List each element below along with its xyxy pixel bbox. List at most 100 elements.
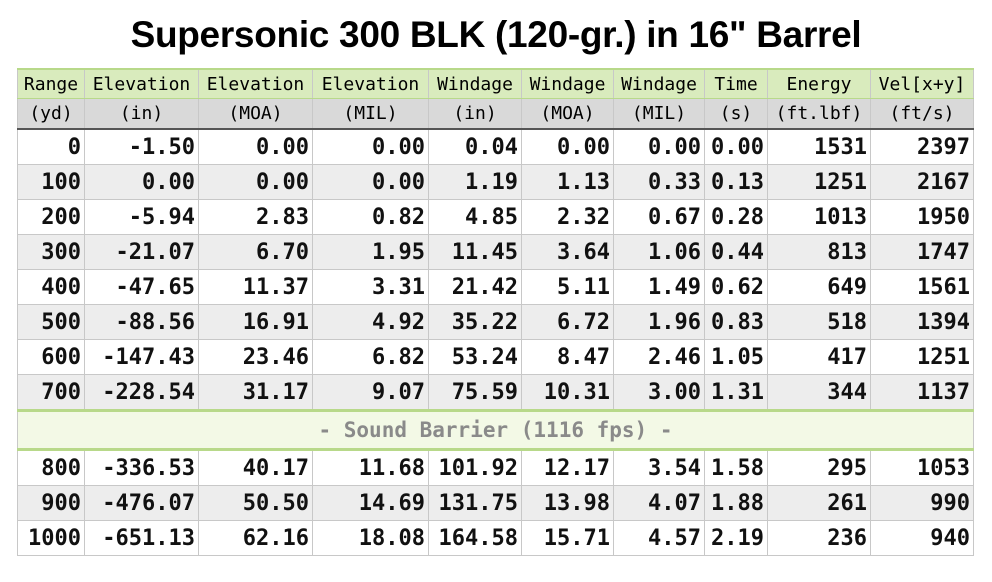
table-cell: 1251: [767, 164, 871, 200]
table-cell: -228.54: [84, 374, 199, 411]
table-cell: 2.32: [521, 199, 614, 235]
table-cell: -476.07: [84, 485, 199, 521]
table-cell: 1251: [870, 339, 974, 375]
table-cell: 5.11: [521, 269, 614, 305]
table-cell: 40.17: [198, 449, 313, 486]
table-row: 400 -47.65 11.37 3.31 21.42 5.11 1.49 0.62 649 15…: [17, 269, 974, 305]
table-cell: 0.00: [312, 128, 429, 165]
table-row: 0 -1.50 0.00 0.00 0.04 0.00 0.00 0.00 1531 2397: [17, 128, 974, 165]
table-cell: -1.50: [84, 128, 199, 165]
table-cell: 200: [17, 199, 85, 235]
table-cell: 1053: [870, 449, 974, 486]
table-cell: 0.04: [428, 128, 522, 165]
table-cell: 1.06: [613, 234, 705, 270]
column-header: Time: [704, 68, 768, 99]
table-cell: 3.31: [312, 269, 429, 305]
table-cell: 16.91: [198, 304, 313, 340]
column-header: Windage: [521, 68, 614, 99]
table-cell: 4.85: [428, 199, 522, 235]
table-cell: 0.00: [704, 128, 768, 165]
table-cell: 400: [17, 269, 85, 305]
table-row: 900 -476.07 50.50 14.69 131.75 13.98 4.07 1.88 2…: [17, 485, 974, 521]
table-cell: 1394: [870, 304, 974, 340]
table-row: 100 0.00 0.00 0.00 1.19 1.13 0.33 0.13 1251 2167: [17, 164, 974, 200]
table-cell: 1747: [870, 234, 974, 270]
table-cell: 9.07: [312, 374, 429, 411]
table-cell: 6.70: [198, 234, 313, 270]
table-cell: 813: [767, 234, 871, 270]
table-cell: 4.07: [613, 485, 705, 521]
table-cell: 1.13: [521, 164, 614, 200]
table-cell: 1.95: [312, 234, 429, 270]
column-header: Windage: [613, 68, 705, 99]
table-cell: 3.54: [613, 449, 705, 486]
column-header: Range: [17, 68, 85, 99]
table-cell: 295: [767, 449, 871, 486]
table-cell: 500: [17, 304, 85, 340]
table-cell: 0.67: [613, 199, 705, 235]
table-cell: 8.47: [521, 339, 614, 375]
table-cell: 4.57: [613, 520, 705, 556]
table-cell: 600: [17, 339, 85, 375]
table-cell: 13.98: [521, 485, 614, 521]
table-cell: 101.92: [428, 449, 522, 486]
table-cell: 100: [17, 164, 85, 200]
table-cell: 900: [17, 485, 85, 521]
column-unit: (yd): [17, 98, 85, 130]
table-cell: 1561: [870, 269, 974, 305]
table-cell: 344: [767, 374, 871, 411]
table-row: 300 -21.07 6.70 1.95 11.45 3.64 1.06 0.44 813 174…: [17, 234, 974, 270]
table-row: 500 -88.56 16.91 4.92 35.22 6.72 1.96 0.83 518 13…: [17, 304, 974, 340]
table-cell: 11.37: [198, 269, 313, 305]
table-cell: 0.28: [704, 199, 768, 235]
table-cell: 12.17: [521, 449, 614, 486]
table-cell: 6.82: [312, 339, 429, 375]
table-cell: 21.42: [428, 269, 522, 305]
table-cell: 1531: [767, 128, 871, 165]
column-unit: (MIL): [613, 98, 705, 130]
column-unit: (in): [84, 98, 199, 130]
table-cell: -336.53: [84, 449, 199, 486]
table-cell: 18.08: [312, 520, 429, 556]
column-unit: (ft/s): [870, 98, 974, 130]
table-cell: -5.94: [84, 199, 199, 235]
table-cell: 2.46: [613, 339, 705, 375]
table-cell: 0.00: [521, 128, 614, 165]
table-cell: 14.69: [312, 485, 429, 521]
table-cell: 10.31: [521, 374, 614, 411]
column-unit: (MOA): [198, 98, 313, 130]
column-unit: (MIL): [312, 98, 429, 130]
table-cell: 131.75: [428, 485, 522, 521]
header-row: Range Elevation Elevation Elevation Wind…: [17, 68, 974, 99]
table-cell: 0.62: [704, 269, 768, 305]
table-cell: 4.92: [312, 304, 429, 340]
table-row: 1000 -651.13 62.16 18.08 164.58 15.71 4.57 2.19…: [17, 520, 974, 556]
table-cell: 300: [17, 234, 85, 270]
table-cell: 0.00: [613, 128, 705, 165]
column-header: Elevation: [198, 68, 313, 99]
table-cell: 1.31: [704, 374, 768, 411]
column-header: Energy: [767, 68, 871, 99]
table-cell: 62.16: [198, 520, 313, 556]
table-cell: -651.13: [84, 520, 199, 556]
table-cell: 0.33: [613, 164, 705, 200]
table-cell: -147.43: [84, 339, 199, 375]
table-cell: 11.45: [428, 234, 522, 270]
table-cell: 2.19: [704, 520, 768, 556]
table-cell: 1.88: [704, 485, 768, 521]
table-cell: -47.65: [84, 269, 199, 305]
table-cell: 35.22: [428, 304, 522, 340]
column-header: Elevation: [84, 68, 199, 99]
column-unit: (ft.lbf): [767, 98, 871, 130]
table-cell: 1013: [767, 199, 871, 235]
table-cell: 2397: [870, 128, 974, 165]
table-cell: 0.00: [312, 164, 429, 200]
sound-barrier-label: - Sound Barrier (1116 fps) -: [17, 409, 974, 451]
table-cell: 2.83: [198, 199, 313, 235]
column-unit: (MOA): [521, 98, 614, 130]
table-cell: 1137: [870, 374, 974, 411]
table-cell: 0.00: [198, 164, 313, 200]
table-cell: -88.56: [84, 304, 199, 340]
table-body: 0 -1.50 0.00 0.00 0.04 0.00 0.00 0.00 1531 2397 10…: [17, 128, 974, 556]
ballistics-table: Range Elevation Elevation Elevation Wind…: [17, 68, 974, 556]
